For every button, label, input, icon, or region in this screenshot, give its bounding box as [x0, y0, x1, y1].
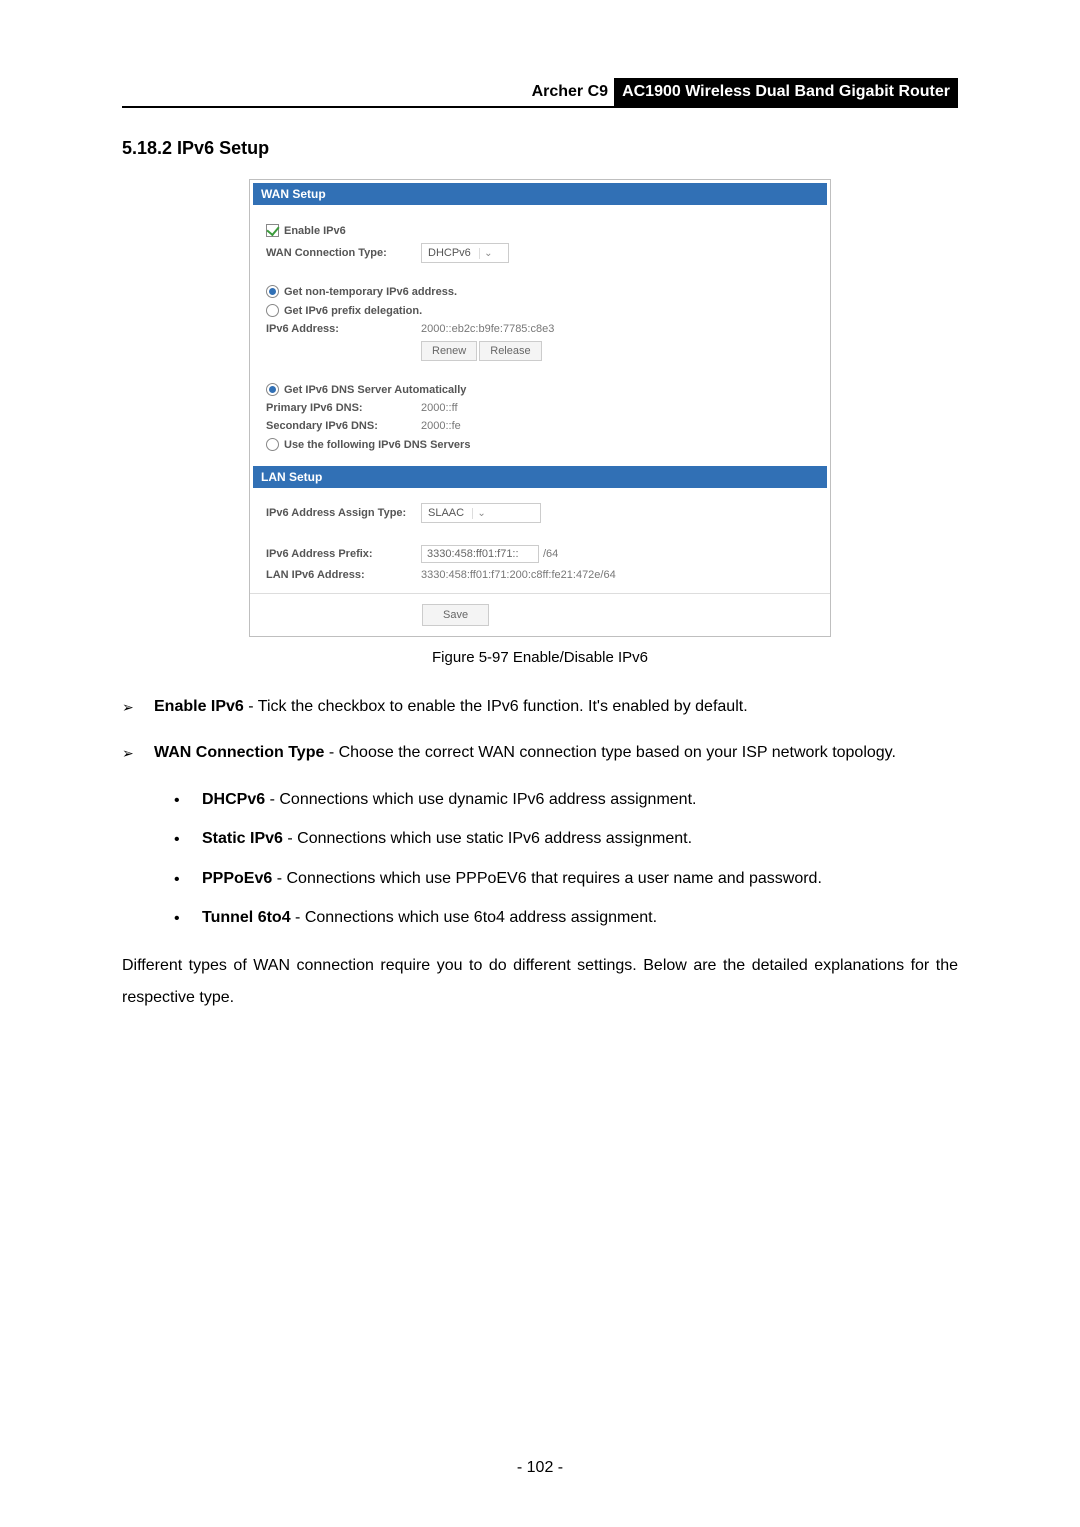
sub-bullet-item: • PPPoEv6 - Connections which use PPPoEV… [174, 864, 958, 895]
triangle-bullet-icon: ➢ [122, 738, 154, 768]
wan-conn-type-label: WAN Connection Type: [266, 247, 421, 259]
bullet-bold: Static IPv6 [202, 830, 283, 847]
lan-ipv6-value: 3330:458:ff01:f71:200:c8ff:fe21:472e/64 [421, 569, 616, 581]
chevron-down-icon: ⌄ [472, 508, 486, 519]
dot-bullet-icon: • [174, 903, 202, 934]
secondary-dns-value: 2000::fe [421, 420, 461, 432]
triangle-bullet-icon: ➢ [122, 692, 154, 722]
enable-ipv6-label: Enable IPv6 [284, 225, 346, 237]
wan-conn-type-select[interactable]: DHCPv6 ⌄ [421, 243, 509, 263]
bullet-bold: DHCPv6 [202, 791, 265, 808]
dot-bullet-icon: • [174, 824, 202, 855]
ipv6-prefix-suffix: /64 [543, 548, 558, 560]
chevron-down-icon: ⌄ [479, 248, 493, 259]
dns-manual-label: Use the following IPv6 DNS Servers [284, 439, 470, 451]
section-heading: 5.18.2 IPv6 Setup [122, 138, 958, 159]
figure-caption: Figure 5-97 Enable/Disable IPv6 [122, 649, 958, 666]
dns-manual-radio[interactable] [266, 438, 279, 451]
save-button[interactable]: Save [422, 604, 489, 626]
primary-dns-value: 2000::ff [421, 402, 458, 414]
ipv6-prefix-label: IPv6 Address Prefix: [266, 548, 421, 560]
lan-ipv6-label: LAN IPv6 Address: [266, 569, 421, 581]
page-number: - 102 - [0, 1459, 1080, 1477]
bullet-text: - Connections which use dynamic IPv6 add… [265, 791, 696, 808]
lan-assign-select[interactable]: SLAAC ⌄ [421, 503, 541, 523]
bullet-text: - Connections which use static IPv6 addr… [283, 830, 692, 847]
bullet-text: - Connections which use PPPoEV6 that req… [272, 870, 822, 887]
bullet-item: ➢ Enable IPv6 - Tick the checkbox to ena… [122, 692, 958, 722]
bullet-bold: Enable IPv6 [154, 698, 244, 715]
get-nontemp-radio[interactable] [266, 285, 279, 298]
ipv6-address-value: 2000::eb2c:b9fe:7785:c8e3 [421, 323, 554, 335]
lan-assign-label: IPv6 Address Assign Type: [266, 507, 421, 519]
ipv6-address-label: IPv6 Address: [266, 323, 421, 335]
secondary-dns-label: Secondary IPv6 DNS: [266, 420, 421, 432]
wan-conn-type-value: DHCPv6 [428, 247, 471, 259]
closing-paragraph: Different types of WAN connection requir… [122, 950, 958, 1014]
get-nontemp-label: Get non-temporary IPv6 address. [284, 286, 457, 298]
bullet-text: - Choose the correct WAN connection type… [324, 744, 896, 761]
dns-auto-label: Get IPv6 DNS Server Automatically [284, 384, 466, 396]
sub-bullet-item: • Tunnel 6to4 - Connections which use 6t… [174, 903, 958, 934]
enable-ipv6-checkbox[interactable] [266, 224, 279, 237]
ipv6-setup-screenshot: WAN Setup Enable IPv6 WAN Connection Typ… [249, 179, 831, 637]
lan-assign-value: SLAAC [428, 507, 464, 519]
wan-setup-header: WAN Setup [253, 183, 827, 205]
primary-dns-label: Primary IPv6 DNS: [266, 402, 421, 414]
dns-auto-radio[interactable] [266, 383, 279, 396]
get-prefix-label: Get IPv6 prefix delegation. [284, 305, 422, 317]
sub-bullet-item: • DHCPv6 - Connections which use dynamic… [174, 785, 958, 816]
release-button[interactable]: Release [479, 341, 541, 361]
bullet-bold: WAN Connection Type [154, 744, 324, 761]
model-label: Archer C9 [532, 83, 608, 101]
doc-header: Archer C9 AC1900 Wireless Dual Band Giga… [122, 78, 958, 108]
product-badge: AC1900 Wireless Dual Band Gigabit Router [614, 78, 958, 106]
dot-bullet-icon: • [174, 785, 202, 816]
ipv6-prefix-input[interactable]: 3330:458:ff01:f71:: [421, 545, 539, 563]
bullet-item: ➢ WAN Connection Type - Choose the corre… [122, 738, 958, 768]
bullet-bold: PPPoEv6 [202, 870, 272, 887]
dot-bullet-icon: • [174, 864, 202, 895]
sub-bullet-item: • Static IPv6 - Connections which use st… [174, 824, 958, 855]
lan-setup-header: LAN Setup [253, 466, 827, 488]
bullet-text: - Tick the checkbox to enable the IPv6 f… [244, 698, 748, 715]
bullet-text: - Connections which use 6to4 address ass… [291, 909, 657, 926]
get-prefix-radio[interactable] [266, 304, 279, 317]
bullet-bold: Tunnel 6to4 [202, 909, 291, 926]
renew-button[interactable]: Renew [421, 341, 477, 361]
